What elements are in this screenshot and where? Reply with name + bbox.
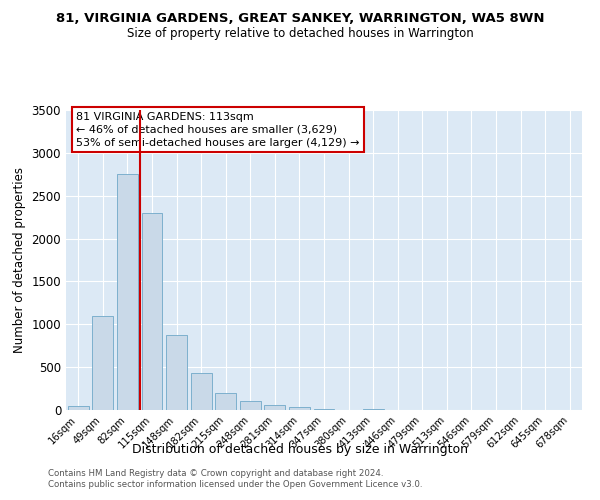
Text: 81, VIRGINIA GARDENS, GREAT SANKEY, WARRINGTON, WA5 8WN: 81, VIRGINIA GARDENS, GREAT SANKEY, WARR…: [56, 12, 544, 26]
Text: Contains HM Land Registry data © Crown copyright and database right 2024.: Contains HM Land Registry data © Crown c…: [48, 468, 383, 477]
Bar: [166, 334, 187, 410]
Bar: [191, 373, 212, 410]
Bar: [362, 408, 383, 410]
Text: Size of property relative to detached houses in Warrington: Size of property relative to detached ho…: [127, 28, 473, 40]
Text: 81 VIRGINIA GARDENS: 113sqm
← 46% of detached houses are smaller (3,629)
53% of : 81 VIRGINIA GARDENS: 113sqm ← 46% of det…: [76, 112, 360, 148]
Bar: [92, 316, 113, 410]
Text: Contains public sector information licensed under the Open Government Licence v3: Contains public sector information licen…: [48, 480, 422, 489]
Bar: [68, 406, 89, 410]
Bar: [142, 213, 163, 410]
Bar: [240, 402, 261, 410]
Bar: [314, 408, 334, 410]
Text: Distribution of detached houses by size in Warrington: Distribution of detached houses by size …: [132, 442, 468, 456]
Bar: [215, 394, 236, 410]
Bar: [265, 406, 286, 410]
Y-axis label: Number of detached properties: Number of detached properties: [13, 167, 26, 353]
Bar: [117, 174, 138, 410]
Bar: [289, 408, 310, 410]
